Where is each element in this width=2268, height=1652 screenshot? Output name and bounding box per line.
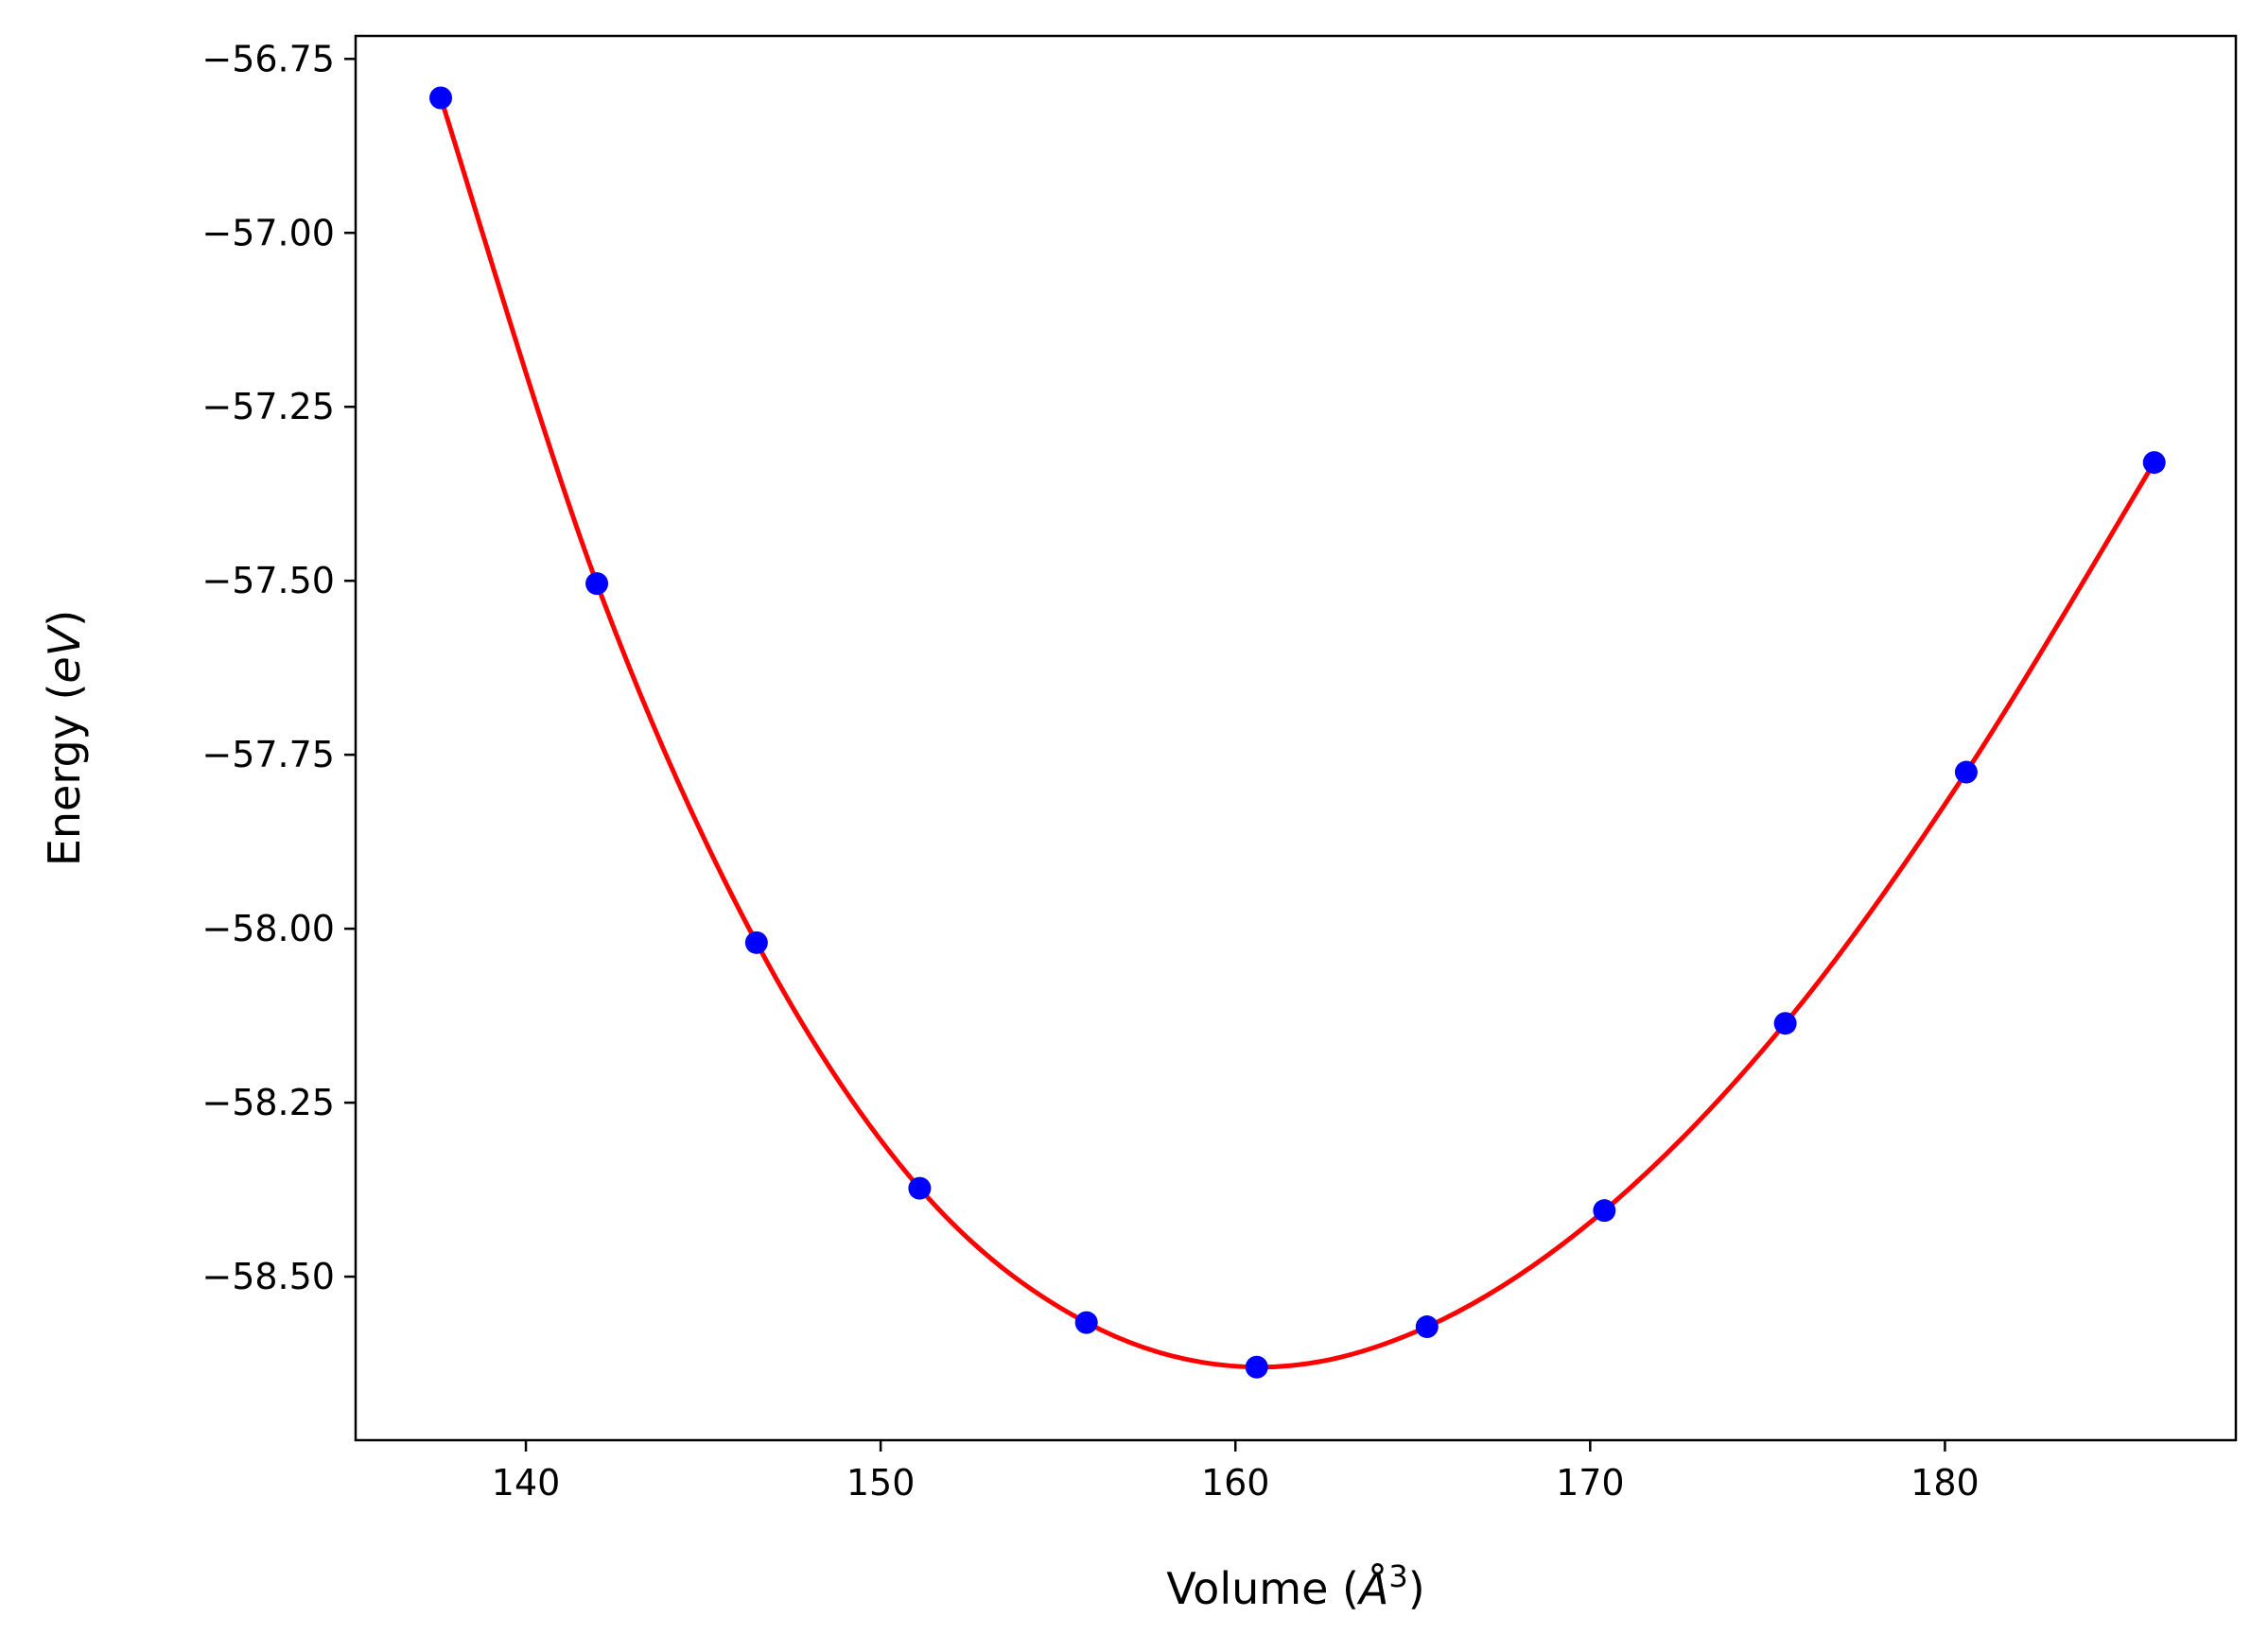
x-tick-label: 150 <box>846 1462 916 1504</box>
x-axis-label-exponent: 3 <box>1388 1558 1407 1594</box>
x-tick-label: 160 <box>1201 1462 1270 1504</box>
x-axis-label: Volume (Å3) <box>1166 1558 1424 1614</box>
y-tick-label: −57.25 <box>201 386 335 427</box>
data-point <box>908 1176 932 1200</box>
data-point <box>1593 1199 1616 1223</box>
y-axis-label-unit: eV <box>39 623 90 683</box>
y-tick-label: −57.50 <box>201 560 335 601</box>
x-tick-label: 180 <box>1910 1462 1980 1504</box>
data-point <box>744 930 768 954</box>
axes-frame <box>354 34 2238 1442</box>
x-tick-label: 170 <box>1556 1462 1625 1504</box>
x-axis-ticks: 140 150 160 170 180 <box>492 1440 1980 1504</box>
x-axis-label-unit: Å <box>1356 1563 1388 1614</box>
y-axis-label-prefix: Energy ( <box>39 684 90 867</box>
y-axis-ticks: −56.75 −57.00 −57.25 −57.50 −57.75 −58.00 −58.… <box>201 38 356 1297</box>
x-axis-label-suffix: ) <box>1408 1563 1425 1614</box>
data-point <box>2142 451 2166 475</box>
y-axis-label: Energy (eV) <box>39 610 90 866</box>
data-point <box>1954 760 1978 784</box>
y-axis-label-suffix: ) <box>39 610 90 627</box>
plot-area <box>429 86 2166 1379</box>
y-tick-label: −58.25 <box>201 1082 335 1123</box>
y-tick-label: −58.00 <box>201 908 335 949</box>
data-point <box>1415 1315 1439 1339</box>
y-tick-label: −57.00 <box>201 212 335 253</box>
data-point <box>1773 1012 1797 1035</box>
y-tick-label: −58.50 <box>201 1256 335 1297</box>
data-point <box>1074 1311 1098 1334</box>
data-point <box>585 572 609 596</box>
fit-curve <box>438 96 2156 1370</box>
y-tick-label: −56.75 <box>201 38 335 79</box>
data-point <box>1245 1355 1268 1379</box>
x-axis-label-prefix: Volume ( <box>1166 1563 1359 1614</box>
x-tick-label: 140 <box>492 1462 561 1504</box>
data-points <box>429 86 2166 1379</box>
y-tick-label: −57.75 <box>201 734 335 775</box>
data-point <box>429 86 453 110</box>
